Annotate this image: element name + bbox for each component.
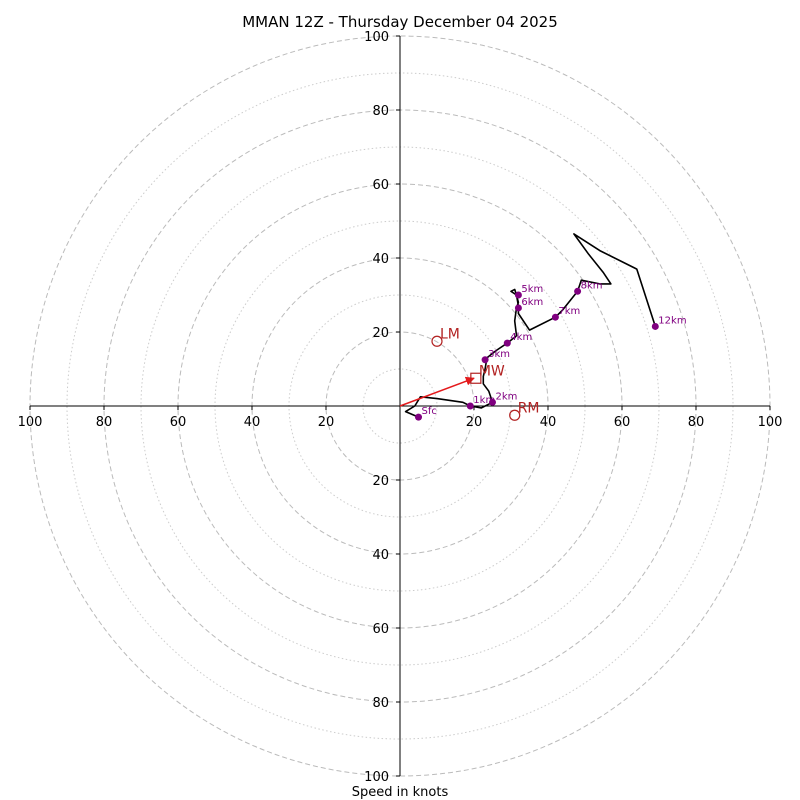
storm-label-rm: RM bbox=[518, 400, 540, 416]
height-marker-12km bbox=[651, 322, 659, 330]
y-tick-label: 20 bbox=[372, 474, 389, 489]
x-tick-label: 20 bbox=[318, 415, 335, 430]
storm-marker-rm bbox=[509, 409, 521, 421]
height-label-12km: 12km bbox=[658, 315, 686, 326]
y-tick-label: 100 bbox=[364, 30, 389, 45]
x-tick-label: 20 bbox=[466, 415, 483, 430]
height-label-4km: 4km bbox=[510, 332, 532, 343]
height-label-6km: 6km bbox=[521, 297, 543, 308]
height-marker-1km bbox=[466, 402, 474, 410]
height-marker-6km bbox=[514, 304, 522, 312]
height-marker-2km bbox=[489, 398, 496, 406]
x-axis-caption: Speed in knots bbox=[352, 785, 449, 800]
height-marker-sfc bbox=[415, 413, 422, 421]
x-tick-label: 80 bbox=[688, 415, 705, 430]
storm-marker-mw bbox=[470, 372, 482, 384]
height-label-1km: 1km bbox=[473, 395, 495, 406]
x-tick-label: 80 bbox=[96, 415, 113, 430]
mean-wind-vector bbox=[399, 376, 475, 407]
y-tick-label: 40 bbox=[372, 548, 389, 563]
x-tick-label: 60 bbox=[614, 415, 631, 430]
y-tick-label: 100 bbox=[364, 770, 389, 785]
height-marker-4km bbox=[503, 339, 511, 347]
y-tick-label: 20 bbox=[372, 326, 389, 341]
hodograph-trace-line bbox=[404, 233, 657, 418]
height-marker-7km bbox=[551, 313, 559, 321]
y-tick-label: 40 bbox=[372, 252, 389, 267]
x-tick-label: 60 bbox=[170, 415, 187, 430]
height-label-sfc: Sfc bbox=[422, 406, 437, 417]
y-tick-label: 80 bbox=[372, 696, 389, 711]
y-tick-label: 80 bbox=[372, 104, 389, 119]
mean-wind-vector-group bbox=[399, 376, 475, 407]
height-label-7km: 7km bbox=[558, 306, 580, 317]
chart-title: MMAN 12Z - Thursday December 04 2025 bbox=[242, 13, 558, 31]
height-label-5km: 5km bbox=[521, 284, 543, 295]
storm-label-lm: LM bbox=[440, 326, 460, 342]
x-tick-label: 40 bbox=[540, 415, 557, 430]
storm-motion-markers: LM MW RM bbox=[431, 326, 540, 421]
height-label-2km: 2km bbox=[496, 391, 518, 402]
height-marker-5km bbox=[514, 291, 522, 299]
height-label-3km: 3km bbox=[488, 349, 510, 360]
x-tick-label: 100 bbox=[758, 415, 783, 430]
height-label-8km: 8km bbox=[581, 280, 603, 291]
height-marker-3km bbox=[481, 356, 489, 364]
x-tick-label: 40 bbox=[244, 415, 261, 430]
storm-label-mw: MW bbox=[479, 363, 505, 379]
y-tick-label: 60 bbox=[372, 178, 389, 193]
x-tick-label: 100 bbox=[18, 415, 43, 430]
wind-trace bbox=[404, 233, 657, 418]
storm-marker-lm bbox=[431, 335, 443, 347]
height-marker-8km bbox=[574, 287, 582, 295]
tick-labels: 100 80 60 40 20 20 40 60 80 100 100 80 60 40 20 20 40 60 8… bbox=[18, 30, 783, 785]
y-tick-label: 60 bbox=[372, 622, 389, 637]
